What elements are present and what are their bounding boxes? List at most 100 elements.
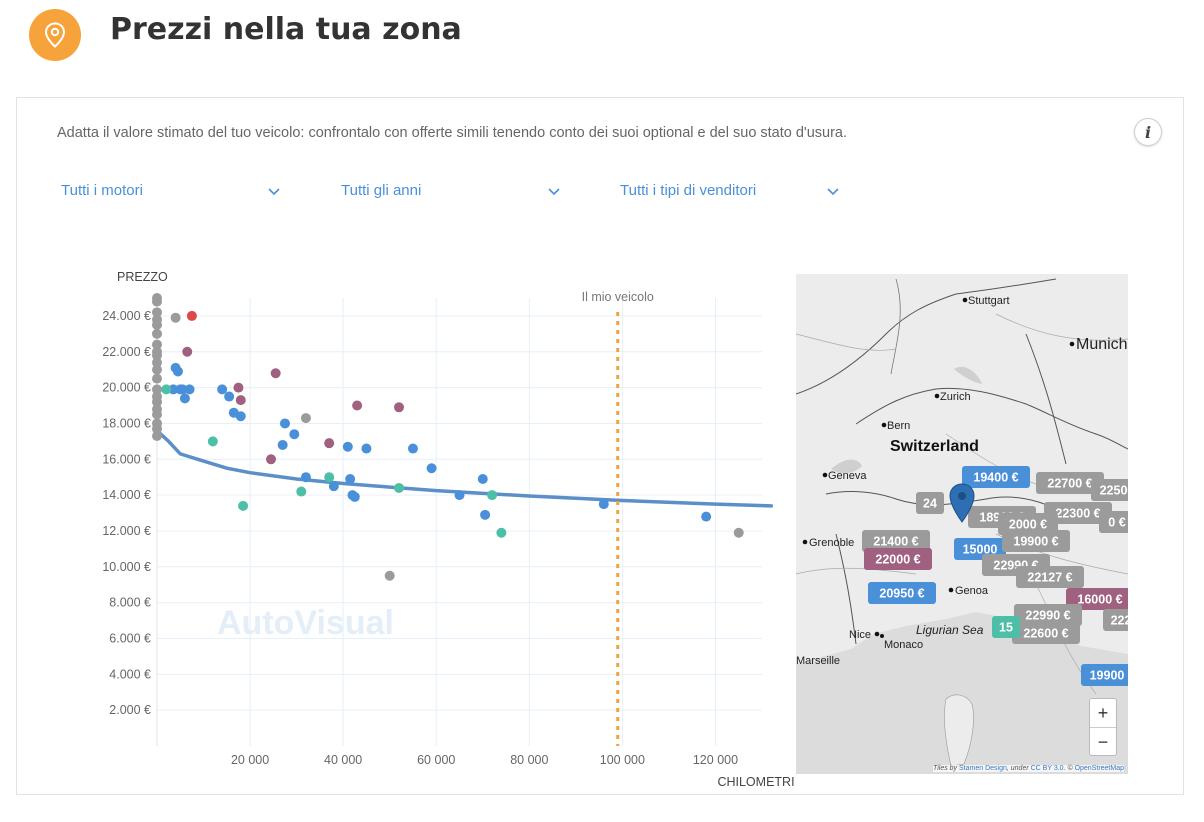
data-point [394,482,404,493]
filter-engine-dropdown[interactable]: Tutti i motori [61,182,281,204]
price-tag-label: 22990 € [1025,609,1070,623]
x-tick-label: 20 000 [231,753,269,767]
price-tag-label: 222 [1111,614,1128,628]
price-tag-label: 24 [923,497,937,511]
x-tick-label: 100 000 [600,753,645,767]
data-point [407,443,418,454]
attribution-link-cc[interactable]: CC BY 3.0 [1030,765,1064,772]
city-label: Nice [849,629,871,641]
price-tag-bg [1099,511,1128,533]
map-price-tag[interactable]: 222 [1103,609,1128,631]
data-point [184,384,195,395]
y-tick-label: 2.000 € [109,703,151,717]
price-tag-label: 22700 € [1047,477,1092,491]
listings-map[interactable]: Stuttgart Munich Zurich Bern Geneva Gren… [796,274,1128,774]
zoom-out-button[interactable]: − [1097,731,1109,752]
data-point [152,364,162,375]
chevron-down-icon [268,188,280,196]
data-point [152,373,162,384]
price-tag-bg [1012,622,1080,644]
data-point [152,430,162,441]
data-point [487,490,498,501]
filter-year-dropdown[interactable]: Tutti gli anni [341,182,561,204]
y-tick-label: 20.000 € [102,381,151,395]
attribution-text: . © [1063,765,1075,772]
filter-seller-label: Tutti i tipi di venditori [620,182,757,199]
data-point [324,472,335,483]
filter-seller-dropdown[interactable]: Tutti i tipi di venditori [620,182,840,204]
info-button[interactable]: i [1134,118,1162,146]
data-point [496,527,507,538]
map-price-tag[interactable]: 19900 € [1002,530,1070,552]
filter-engine-label: Tutti i motori [61,182,143,199]
price-tag-bg [864,548,932,570]
map-price-tag[interactable]: 16000 € [1066,588,1128,610]
price-tag-bg [1044,502,1112,524]
x-axis-title: CHILOMETRI [717,775,794,788]
attribution-text: , under [1006,765,1031,772]
zoom-in-button[interactable]: + [1090,699,1116,728]
city-label: Grenoble [809,537,854,549]
price-tag-bg [998,513,1058,535]
y-tick-label: 6.000 € [109,631,151,645]
data-point [170,312,181,323]
price-tag-label: 20950 € [879,587,924,601]
city-label: Stuttgart [968,295,1010,307]
attribution-link-osm[interactable]: OpenStreetMap [1074,765,1124,772]
data-point [152,328,162,339]
city-label: Munich [1076,336,1128,353]
x-tick-label: 120 000 [693,753,738,767]
data-point [454,490,465,501]
data-point [152,357,162,368]
price-tag-label: 19900 [1090,669,1125,683]
data-point [177,384,188,395]
chevron-down-icon [548,188,560,196]
data-point [224,391,235,402]
map-price-tag[interactable]: 21400 € [862,530,930,552]
map-attribution: Tiles by Stamen Design, under CC BY 3.0.… [933,765,1124,772]
map-price-tag[interactable]: 22127 € [1016,566,1084,588]
map-price-tag[interactable]: 2000 € [998,513,1058,535]
map-price-tag[interactable]: 22990 € [1014,604,1082,626]
city-label: Geneva [828,470,867,482]
price-tag-label: 19900 € [1013,535,1058,549]
chevron-down-icon [827,188,839,196]
data-point [480,509,491,520]
filter-year-label: Tutti gli anni [341,182,422,199]
data-point [300,472,311,483]
map-price-tag[interactable]: 19400 € [962,466,1030,488]
map-price-tag[interactable]: 22700 € [1036,472,1104,494]
x-tick-label: 80 000 [510,753,548,767]
map-price-tag[interactable]: 19900 [1081,664,1128,686]
data-point [152,319,162,330]
data-point [279,418,290,429]
map-price-tag[interactable]: 15 [992,616,1020,638]
price-tag-label: 22300 € [1055,507,1100,521]
price-tag-bg [992,616,1020,638]
y-tick-label: 10.000 € [102,560,151,574]
price-tag-bg [1091,479,1128,501]
price-tag-label: 22127 € [1027,571,1072,585]
map-price-tag[interactable]: 24 [916,492,944,514]
data-point [172,366,183,377]
map-price-tag[interactable]: 22500 [1091,479,1128,501]
data-point [179,393,190,404]
y-tick-label: 16.000 € [102,452,151,466]
x-tick-label: 40 000 [324,753,362,767]
map-price-tag[interactable]: 20950 € [868,582,936,604]
data-point [152,339,162,350]
data-point [270,368,281,379]
city-label: Monaco [884,639,923,651]
map-price-tag[interactable]: 0 € [1099,511,1128,533]
price-tag-label: 0 € [1108,516,1125,530]
price-tag-bg [868,582,936,604]
y-tick-label: 4.000 € [109,667,151,681]
my-location-marker-icon[interactable] [949,483,975,523]
map-price-tag[interactable]: 22000 € [864,548,932,570]
attribution-link-stamen[interactable]: Stamen Design [959,765,1007,772]
map-price-tag[interactable]: 22600 € [1012,622,1080,644]
price-tag-bg [1103,609,1128,631]
data-point [342,441,353,452]
map-price-tag[interactable]: 22300 € [1044,502,1112,524]
price-tag-bg [1081,664,1128,686]
